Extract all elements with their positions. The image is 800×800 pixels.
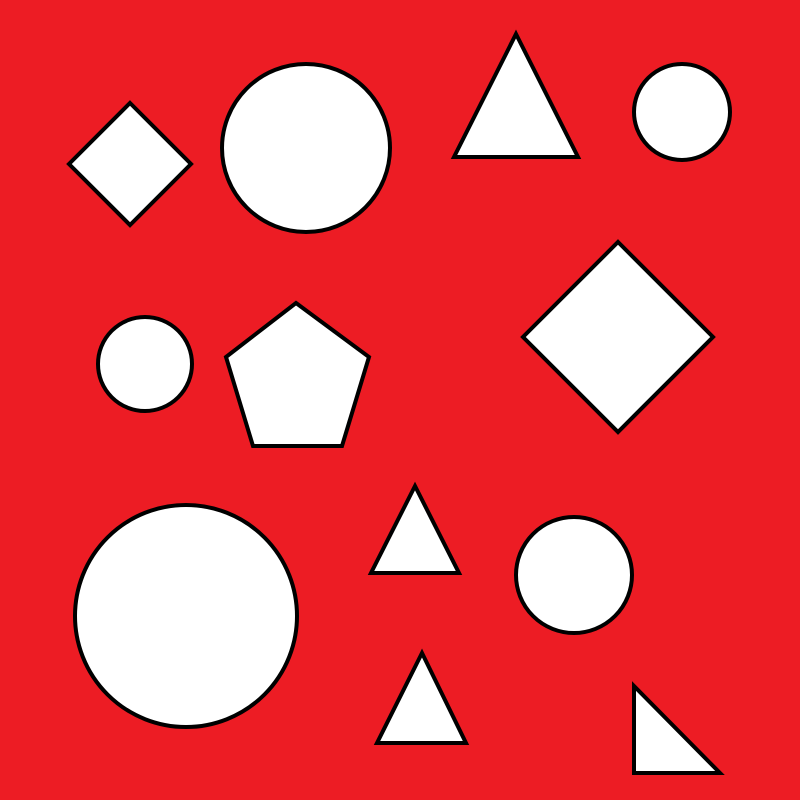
circle-large-top bbox=[220, 62, 392, 234]
circle-medium-bottom-right bbox=[514, 515, 634, 635]
triangle-small-bottom bbox=[373, 648, 470, 745]
diamond-large-right bbox=[520, 239, 716, 435]
diamond-small-top-left bbox=[66, 100, 194, 228]
right-triangle-bottom-right bbox=[632, 681, 725, 775]
circle-large-bottom-left bbox=[73, 503, 299, 729]
triangle-small-center bbox=[367, 481, 463, 575]
circle-small-top-right bbox=[632, 62, 732, 162]
pentagon-middle bbox=[223, 300, 372, 448]
triangle-top bbox=[450, 29, 582, 159]
circle-small-middle-left bbox=[96, 315, 194, 413]
